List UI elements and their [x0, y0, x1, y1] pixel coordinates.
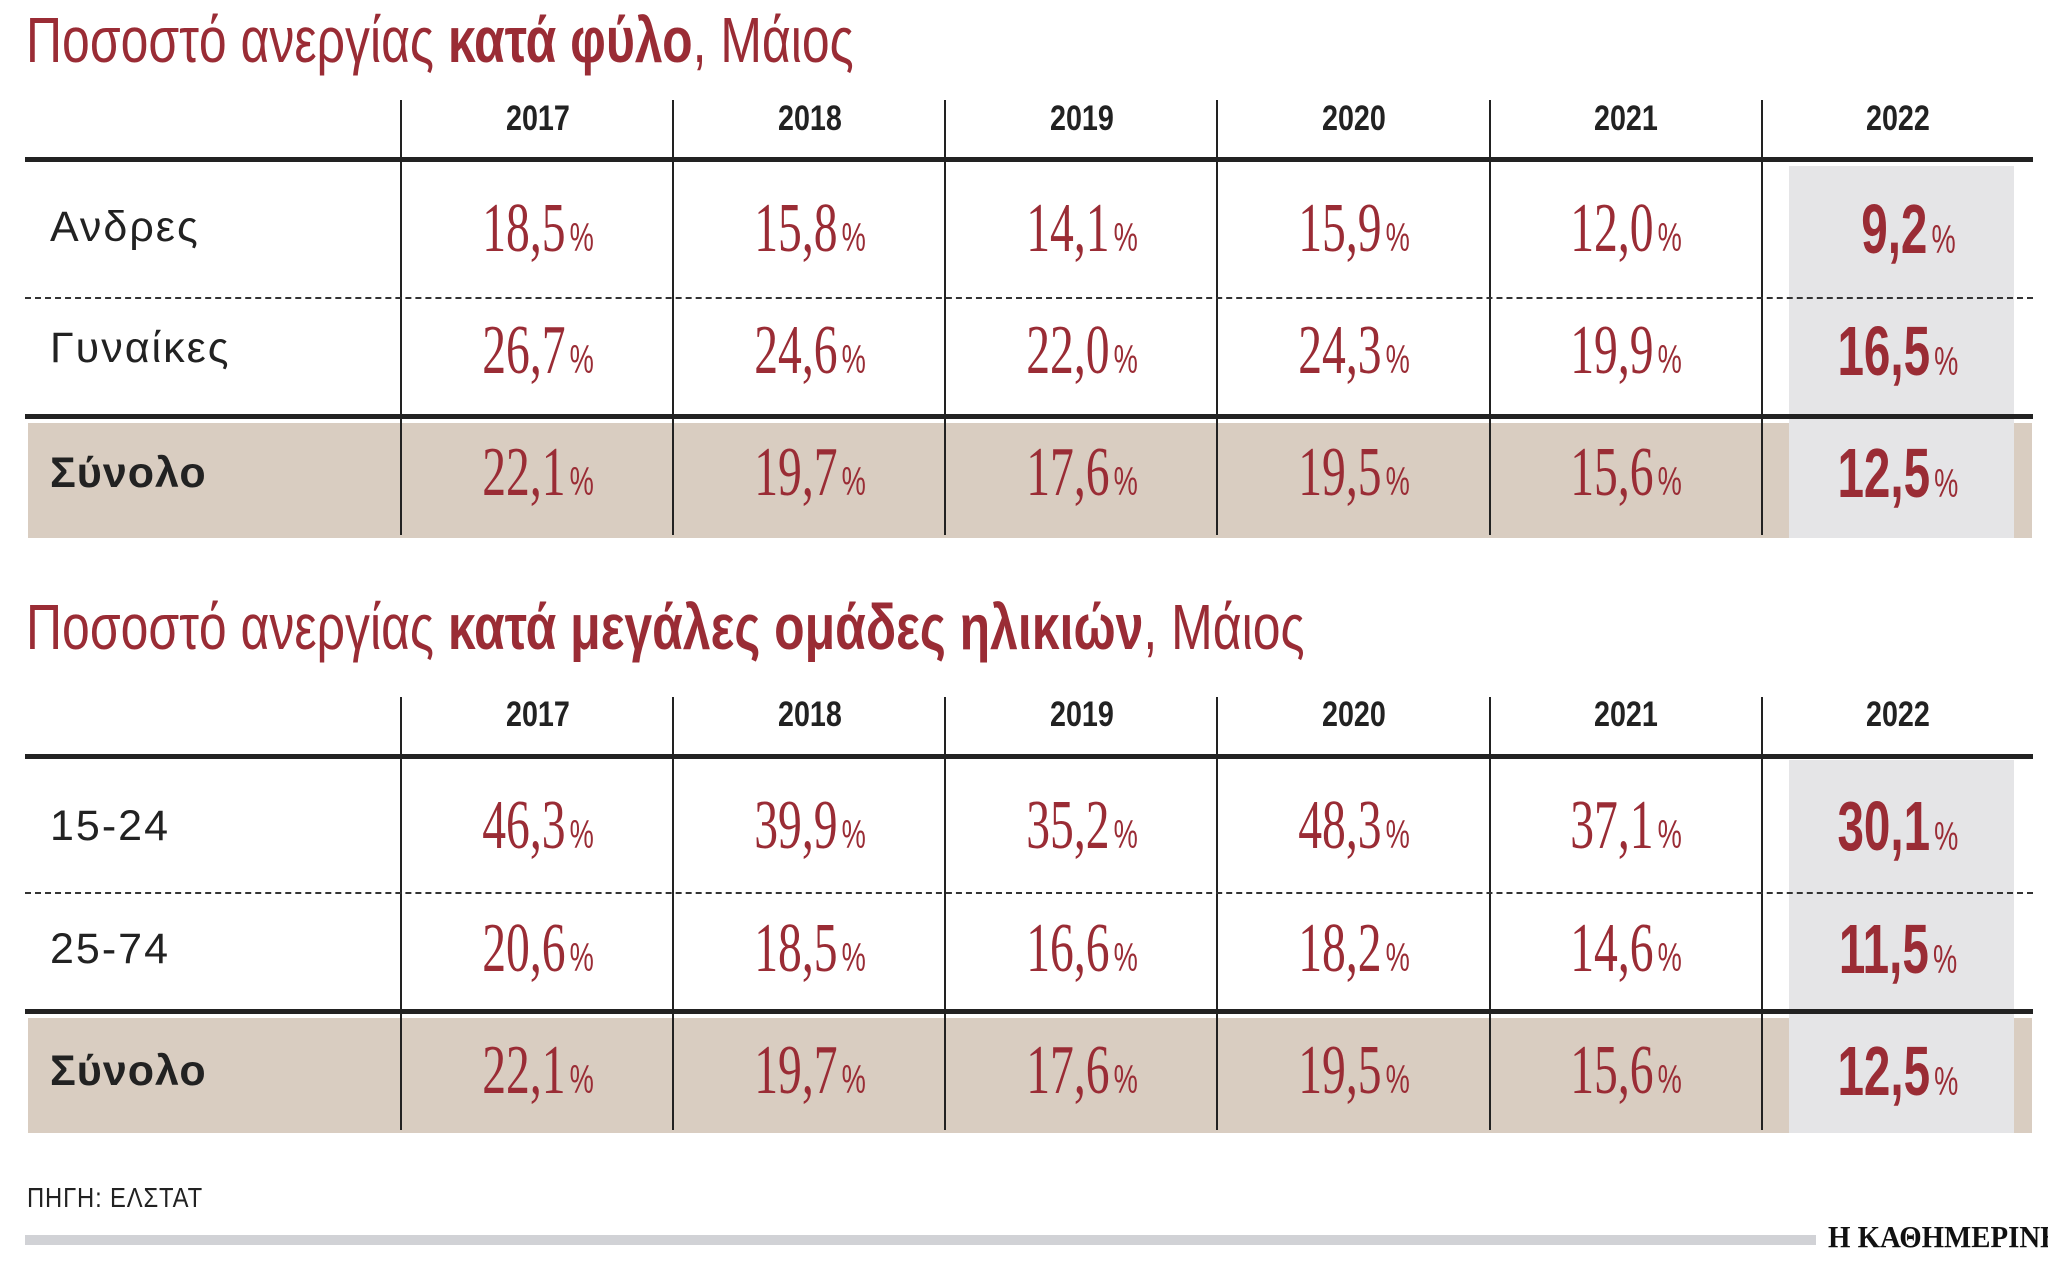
table2-title: Ποσοστό ανεργίας κατά μεγάλες ομάδες ηλι… — [26, 595, 1305, 659]
row-label-total: Σύνολο — [50, 449, 207, 497]
footer-bar — [25, 1235, 1816, 1245]
value-cell: 19,7% — [754, 1032, 866, 1109]
row-label-age-15-24: 15-24 — [50, 802, 170, 850]
column-divider — [672, 100, 674, 535]
value-cell-highlight: 12,5% — [1837, 434, 1959, 512]
value-cell: 16,6% — [1026, 910, 1138, 987]
value-cell-highlight: 11,5% — [1838, 910, 1958, 988]
value-cell: 15,8% — [754, 190, 866, 267]
value-cell: 48,3% — [1298, 787, 1410, 864]
value-cell: 46,3% — [482, 787, 594, 864]
value-cell: 37,1% — [1570, 787, 1682, 864]
table2-title-lead: Ποσοστό ανεργίας — [26, 591, 448, 663]
value-cell: 35,2% — [1026, 787, 1138, 864]
year-header: 2021 — [1594, 695, 1658, 734]
value-cell: 22,1% — [482, 1032, 594, 1109]
year-header: 2018 — [778, 695, 842, 734]
highlight-2022-column — [1789, 166, 2014, 538]
column-divider — [1489, 100, 1491, 535]
column-divider — [1216, 100, 1218, 535]
table2-title-emphasis: κατά μεγάλες ομάδες ηλικιών — [447, 591, 1144, 663]
value-cell: 18,2% — [1298, 910, 1410, 987]
year-header: 2021 — [1594, 99, 1658, 138]
year-header: 2017 — [506, 99, 570, 138]
column-divider — [400, 697, 402, 1130]
source-note: ΠΗΓΗ: ΕΛΣΤΑΤ — [27, 1182, 204, 1213]
row-label-total: Σύνολο — [50, 1047, 207, 1095]
value-cell: 20,6% — [482, 910, 594, 987]
column-divider — [672, 697, 674, 1130]
column-divider — [944, 697, 946, 1130]
total-rule — [25, 414, 2033, 419]
value-cell: 14,6% — [1570, 910, 1682, 987]
total-rule — [25, 1009, 2033, 1014]
year-header: 2019 — [1050, 695, 1114, 734]
year-header: 2020 — [1322, 695, 1386, 734]
row-divider-dashed — [25, 297, 2033, 299]
value-cell: 19,5% — [1298, 434, 1410, 511]
row-label-men: Ανδρες — [50, 203, 200, 251]
value-cell-highlight: 12,5% — [1837, 1032, 1959, 1110]
column-divider — [1761, 697, 1763, 1130]
value-cell-highlight: 9,2% — [1860, 190, 1956, 268]
year-header: 2020 — [1322, 99, 1386, 138]
year-header: 2019 — [1050, 99, 1114, 138]
value-cell: 17,6% — [1026, 1032, 1138, 1109]
value-cell: 22,0% — [1026, 312, 1138, 389]
value-cell: 24,6% — [754, 312, 866, 389]
value-cell: 24,3% — [1298, 312, 1410, 389]
value-cell-highlight: 30,1% — [1837, 787, 1959, 865]
highlight-2022-column — [1789, 760, 2014, 1133]
value-cell: 18,5% — [754, 910, 866, 987]
column-divider — [1216, 697, 1218, 1130]
year-header: 2017 — [506, 695, 570, 734]
publisher-logo: Η ΚΑΘΗΜΕΡΙΝΗ — [1828, 1219, 2048, 1254]
value-cell: 14,1% — [1026, 190, 1138, 267]
row-divider-dashed — [25, 892, 2033, 894]
total-row-background — [28, 423, 2032, 538]
value-cell: 15,6% — [1570, 434, 1682, 511]
year-header: 2022 — [1866, 695, 1930, 734]
column-divider — [1761, 100, 1763, 535]
column-divider — [400, 100, 402, 535]
table1-title-suffix: , Μάιος — [692, 4, 854, 76]
value-cell: 15,6% — [1570, 1032, 1682, 1109]
value-cell: 19,7% — [754, 434, 866, 511]
total-row-background — [28, 1018, 2032, 1133]
value-cell: 17,6% — [1026, 434, 1138, 511]
table1-title-lead: Ποσοστό ανεργίας — [26, 4, 448, 76]
value-cell: 26,7% — [482, 312, 594, 389]
value-cell: 15,9% — [1298, 190, 1410, 267]
year-header: 2018 — [778, 99, 842, 138]
value-cell: 18,5% — [482, 190, 594, 267]
table1-title-emphasis: κατά φύλο — [447, 4, 693, 76]
value-cell-highlight: 16,5% — [1837, 312, 1959, 390]
value-cell: 22,1% — [482, 434, 594, 511]
table2-title-suffix: , Μάιος — [1143, 591, 1305, 663]
value-cell: 19,5% — [1298, 1032, 1410, 1109]
row-label-women: Γυναίκες — [50, 324, 231, 372]
year-header: 2022 — [1866, 99, 1930, 138]
column-divider — [1489, 697, 1491, 1130]
value-cell: 12,0% — [1570, 190, 1682, 267]
header-rule — [25, 754, 2033, 759]
value-cell: 19,9% — [1570, 312, 1682, 389]
table1-title: Ποσοστό ανεργίας κατά φύλο, Μάιος — [26, 8, 854, 72]
row-label-age-25-74: 25-74 — [50, 925, 170, 973]
value-cell: 39,9% — [754, 787, 866, 864]
header-rule — [25, 157, 2033, 162]
column-divider — [944, 100, 946, 535]
